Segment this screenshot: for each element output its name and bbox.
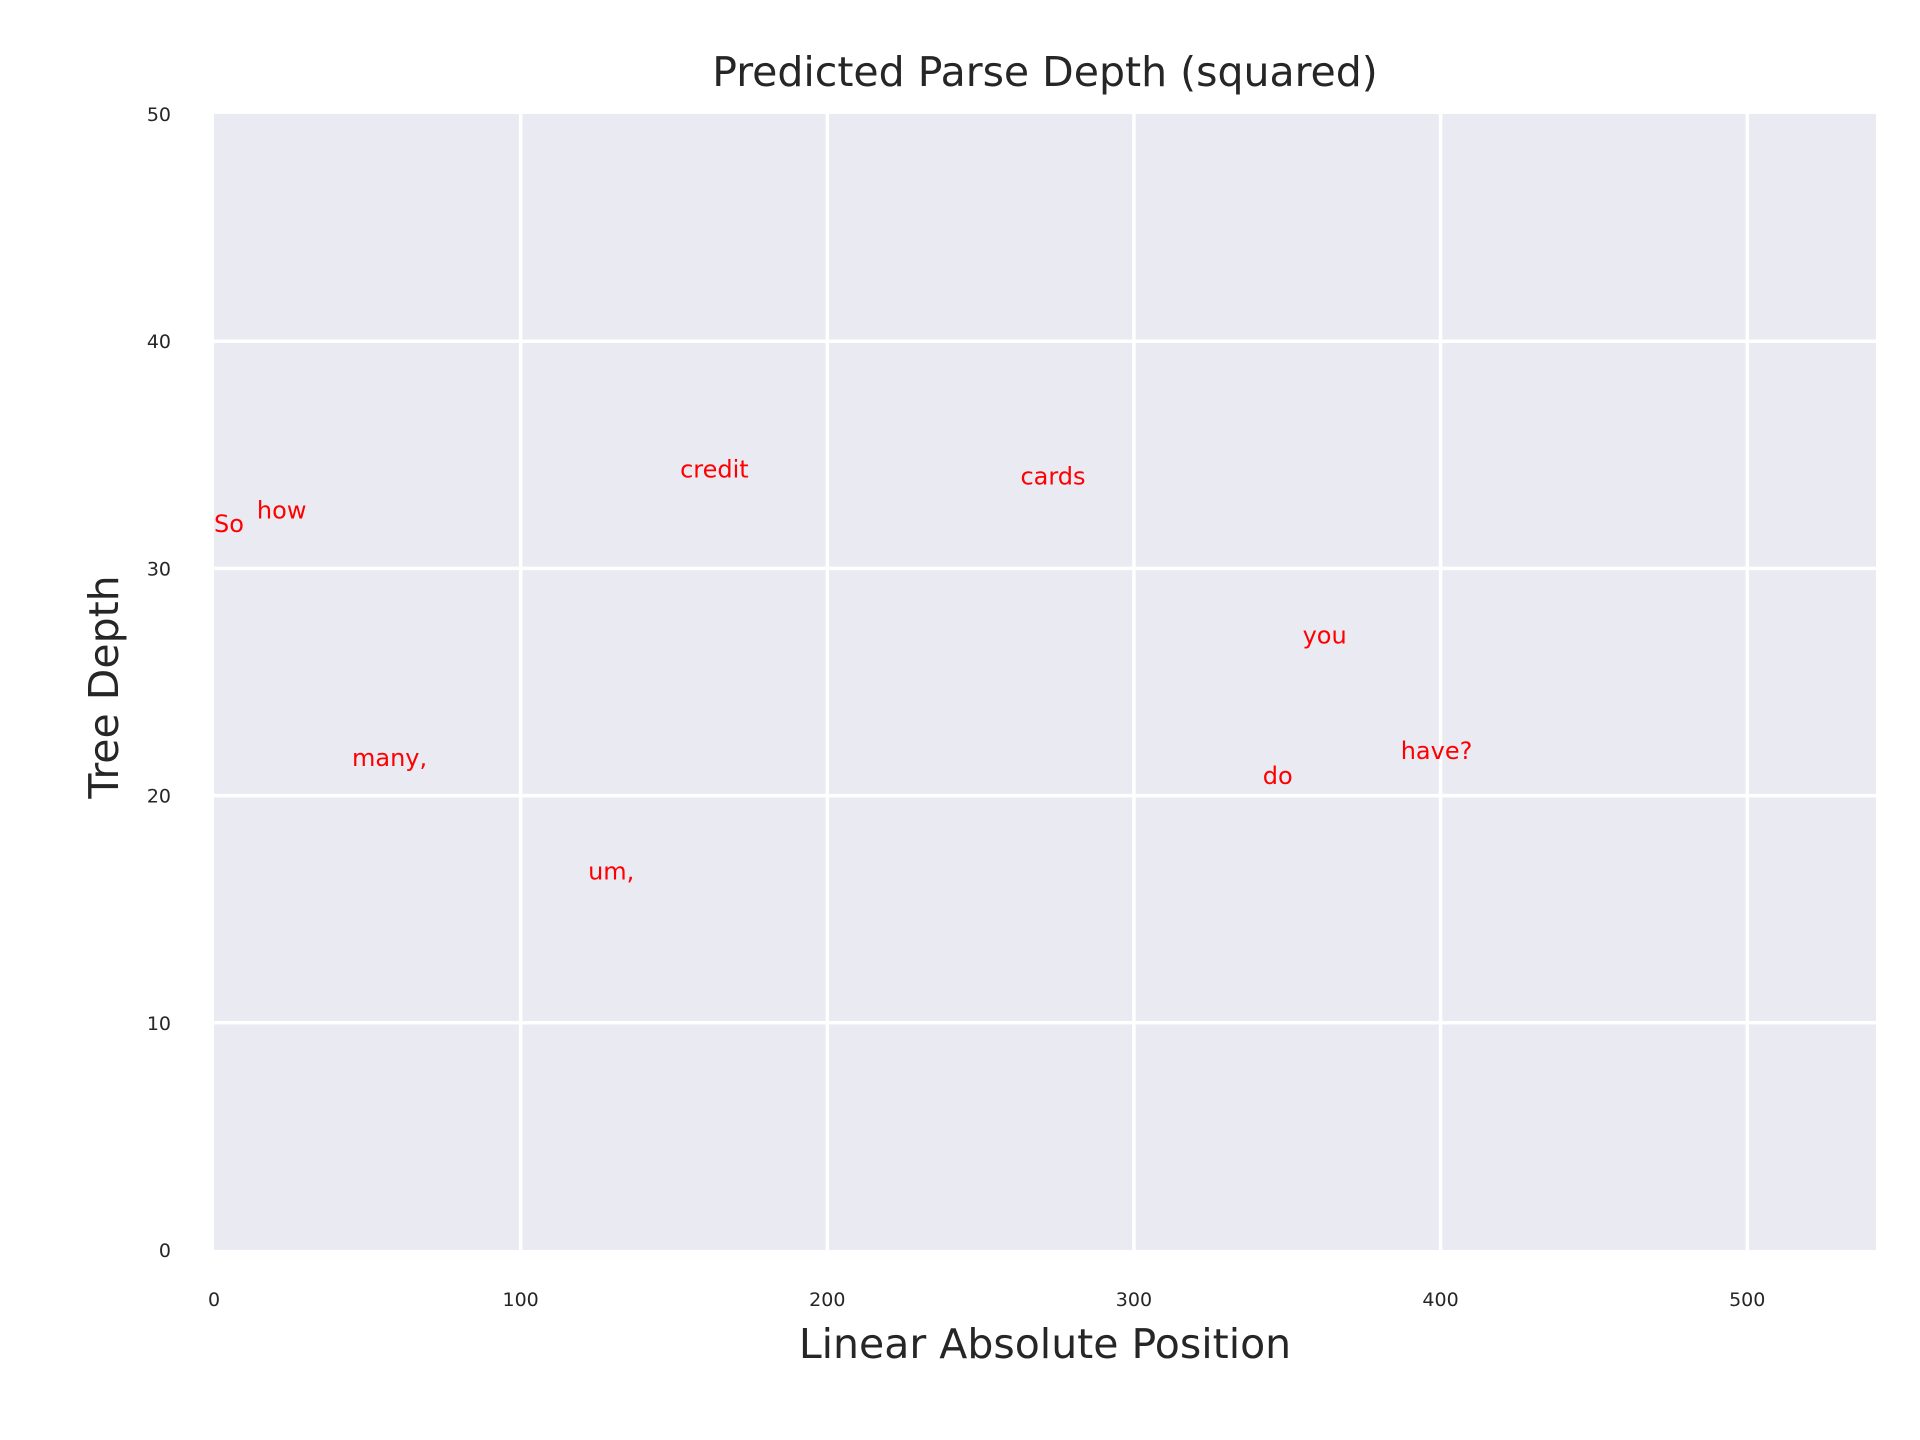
x-axis-label: Linear Absolute Position — [799, 1320, 1291, 1368]
x-tick-label: 500 — [1729, 1289, 1765, 1311]
word-point: how — [257, 496, 307, 524]
y-axis-label: Tree Depth — [80, 575, 128, 799]
y-gridlines — [214, 339, 1876, 1025]
word-point: you — [1303, 621, 1347, 649]
y-tick-label: 50 — [147, 104, 171, 126]
y-tick-labels: 0 10 20 30 40 50 — [147, 104, 171, 1262]
word-point: So — [214, 510, 244, 538]
x-tick-label: 400 — [1422, 1289, 1458, 1311]
y-tick-label: 0 — [159, 1240, 171, 1262]
y-tick-label: 30 — [147, 558, 171, 580]
y-tick-label: 40 — [147, 331, 171, 353]
word-point: do — [1263, 762, 1293, 790]
chart-title: Predicted Parse Depth (squared) — [712, 48, 1378, 96]
word-point: many, — [352, 744, 427, 772]
plot-area — [214, 114, 1876, 1250]
x-tick-label: 200 — [809, 1289, 845, 1311]
word-point: um, — [588, 858, 634, 886]
word-point: credit — [680, 456, 749, 484]
y-tick-label: 10 — [147, 1013, 171, 1035]
x-tick-label: 100 — [503, 1289, 539, 1311]
x-tick-label: 300 — [1116, 1289, 1152, 1311]
word-point: cards — [1020, 462, 1085, 490]
word-point: have? — [1401, 737, 1473, 765]
word-points: So how many, um, credit cards do you have? — [214, 456, 1472, 886]
x-tick-label: 0 — [208, 1289, 220, 1311]
y-tick-label: 20 — [147, 786, 171, 808]
x-tick-labels: 0 100 200 300 400 500 — [208, 1289, 1765, 1311]
x-gridlines — [518, 114, 1749, 1250]
